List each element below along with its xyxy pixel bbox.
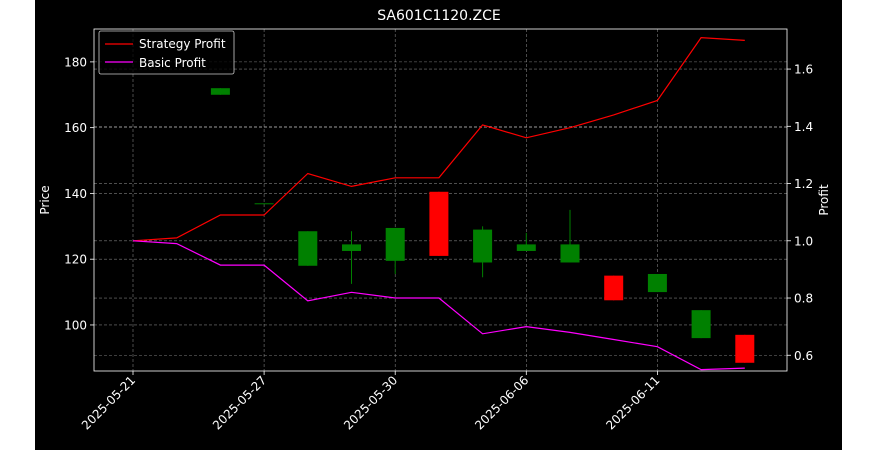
candle-body [473, 229, 493, 263]
y-tick-label-left: 180 [64, 55, 87, 69]
series-line [132, 36, 745, 242]
y-tick-label-right: 1.4 [794, 120, 813, 134]
x-tick-label: 2025-05-21 [79, 373, 138, 432]
candle-body [298, 231, 318, 266]
candle-body [342, 244, 361, 251]
y-tick-label-left: 100 [64, 318, 87, 332]
chart-title: SA601C1120.ZCE [377, 8, 501, 24]
y-tick-label-right: 0.6 [794, 349, 813, 363]
x-tick-label: 2025-05-27 [210, 373, 269, 432]
y-tick-label-left: 140 [64, 187, 87, 201]
candle-body [429, 191, 449, 256]
chart-figure: SA601C1120.ZCE Price Profit 100 120 140 160… [35, 0, 842, 450]
y-tick-label-right: 1.2 [794, 177, 813, 191]
profit-lines [132, 36, 745, 371]
x-tick-label: 2025-06-06 [472, 373, 531, 432]
x-tick-label: 2025-06-11 [603, 373, 662, 432]
plot-frame [93, 28, 788, 372]
series-line [132, 240, 745, 371]
legend-label-basic-profit: Basic Profit [139, 56, 206, 70]
legend: Strategy Profit Basic Profit [98, 30, 235, 75]
candle-body [254, 203, 274, 205]
candle-body [604, 275, 624, 301]
y-tick-label-right: 1.0 [794, 234, 813, 248]
y-tick-label-right: 1.6 [794, 63, 813, 77]
candle-body [735, 334, 755, 363]
candle-body [210, 88, 230, 95]
candle-body [647, 273, 667, 293]
candle-body [691, 310, 711, 339]
y-axis-label-left: Price [38, 185, 52, 214]
chart-svg: SA601C1120.ZCE Price Profit 100 120 140 160… [38, 8, 831, 432]
legend-label-strategy-profit: Strategy Profit [139, 37, 226, 51]
candle-body [516, 244, 536, 251]
x-tick-label: 2025-05-30 [341, 373, 400, 432]
candle-body [385, 227, 405, 261]
y-axis-label-right: Profit [817, 184, 831, 216]
candle-body [560, 244, 580, 263]
legend-box [98, 30, 235, 75]
y-tick-label-right: 0.8 [794, 292, 813, 306]
candles [210, 88, 755, 363]
y-tick-label-left: 160 [64, 121, 87, 135]
y-tick-label-left: 120 [64, 253, 87, 267]
